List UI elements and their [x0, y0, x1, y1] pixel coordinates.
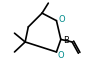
Text: O: O: [58, 51, 64, 60]
Text: B: B: [63, 36, 69, 45]
Text: O: O: [59, 15, 66, 24]
